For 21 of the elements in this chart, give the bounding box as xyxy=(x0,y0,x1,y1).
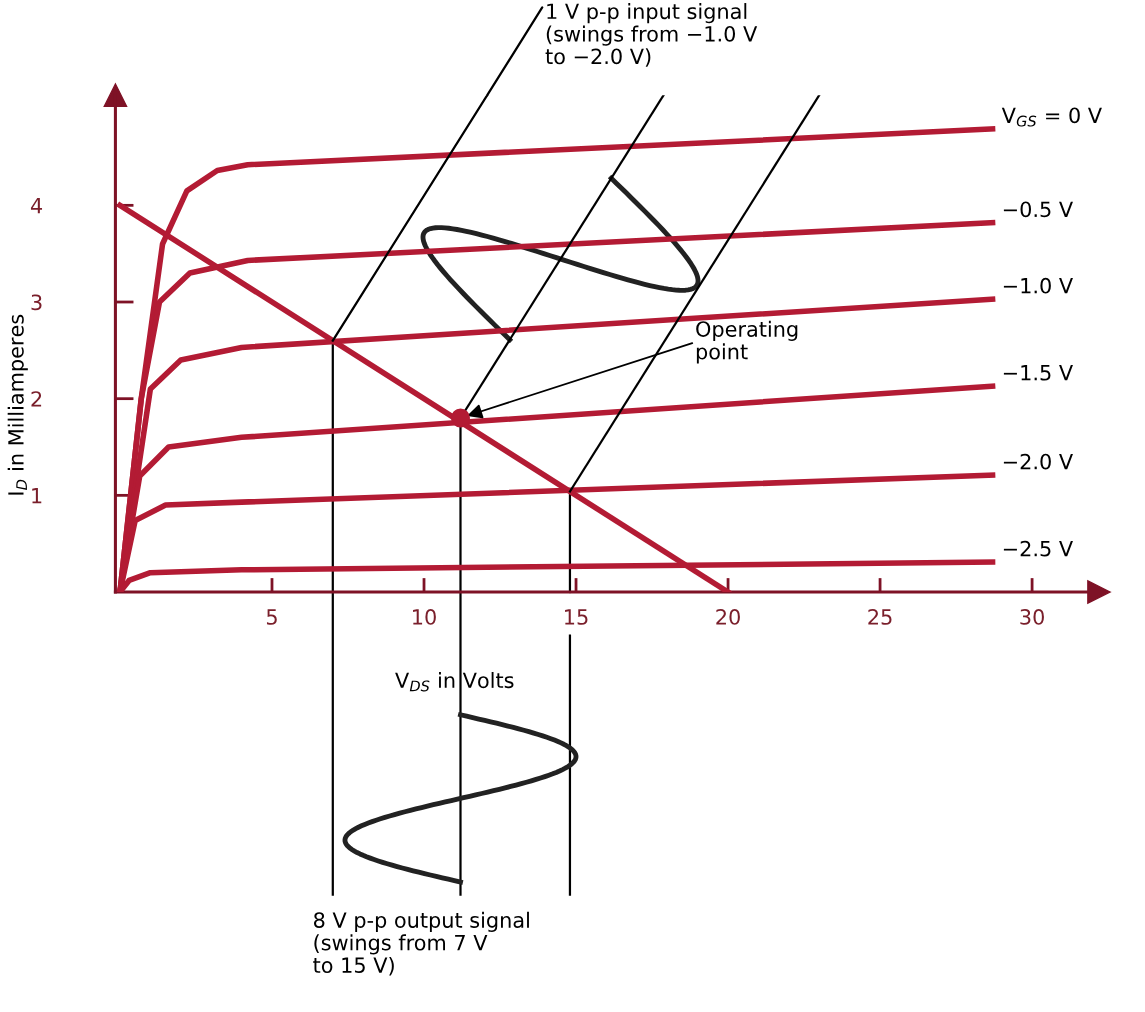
annotation: 1 V p-p input signal (swings from −1.0 V to −2.0 V) xyxy=(545,3,758,67)
series-label: −1.5 V xyxy=(1003,365,1073,381)
y-tick-label: 3 xyxy=(31,294,42,311)
x-axis-title: V$_{DS}$ in Volts xyxy=(395,672,514,692)
x-tick-label: 15 xyxy=(565,609,588,625)
y-tick-label: 2 xyxy=(31,391,42,407)
x-tick-label: 20 xyxy=(716,609,740,625)
series-label: −2.5 V xyxy=(1003,540,1073,557)
y-axis-title: I$_{D}$ in Milliamperes xyxy=(7,314,28,495)
series-label: −2.0 V xyxy=(1003,453,1073,470)
x-tick-label: 10 xyxy=(413,609,436,625)
y-tick-label: 4 xyxy=(30,198,43,214)
series-label: −1.0 V xyxy=(1003,277,1073,294)
x-tick-label: 25 xyxy=(868,609,892,625)
series-label: V$_{GS}$ = 0 V xyxy=(1001,107,1102,127)
x-tick-label: 30 xyxy=(1020,609,1044,625)
x-tick-label: 5 xyxy=(266,609,277,625)
annotation: Operating point xyxy=(696,320,798,364)
y-tick-label: 1 xyxy=(32,488,42,504)
series-label: −0.5 V xyxy=(1003,201,1073,218)
text: 8 V p-p output signal (swings from 7 V to 15 V) xyxy=(313,911,529,976)
